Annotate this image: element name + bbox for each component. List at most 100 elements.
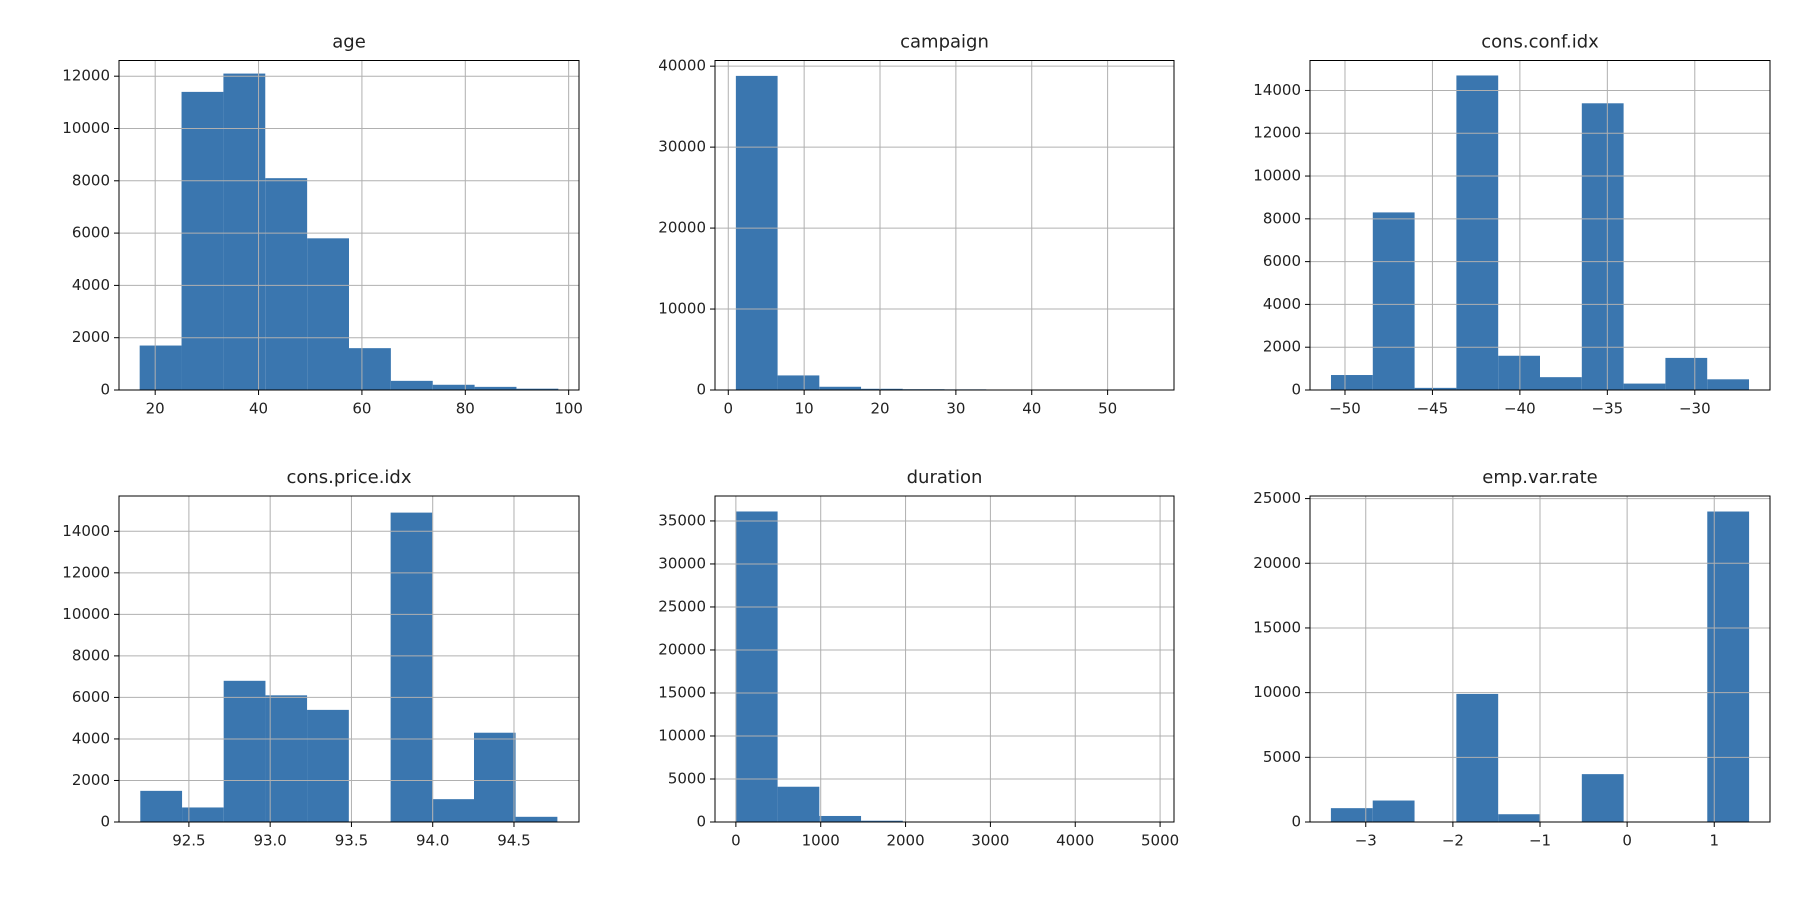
chart-title: campaign [900,32,989,53]
bar [139,345,182,390]
y-tick-label: 6000 [72,224,110,242]
x-tick-label: 5000 [1141,832,1179,850]
bar [1414,387,1457,390]
y-tick-label: 30000 [658,554,706,572]
y-tick-label: 0 [696,813,706,831]
bar [1372,212,1415,390]
y-tick-label: 20000 [1253,554,1301,572]
x-tick-label: 40 [249,400,268,418]
axes-frame [714,495,1175,823]
bar [1330,375,1373,390]
x-tick-label: 10 [795,400,814,418]
axes-frame [118,495,580,823]
x-tick-label: −50 [1329,400,1361,418]
y-tick-label: 12000 [62,563,110,581]
y-tick-label: 14000 [62,522,110,540]
y-tick-label: 14000 [1253,81,1301,99]
axes-frame [118,60,580,391]
x-tick-label: 20 [146,400,165,418]
y-tick-label: 2000 [72,771,110,789]
bar [1707,511,1750,822]
bar [515,816,558,822]
bar [181,91,224,390]
bar [390,380,433,390]
y-tick-label: 0 [696,381,706,399]
y-tick-label: 10000 [1253,167,1301,185]
x-tick-label: −1 [1529,832,1551,850]
y-tick-label: 5000 [668,769,706,787]
bar [735,511,778,822]
bar [861,388,903,390]
y-tick-label: 40000 [658,57,706,75]
y-tick-label: 35000 [658,511,706,529]
bar [1498,814,1540,822]
bar [390,512,433,822]
x-tick-label: 94.0 [416,832,449,850]
bar [474,386,517,390]
y-tick-label: 8000 [72,171,110,189]
y-tick-label: 6000 [1263,252,1301,270]
x-tick-label: −40 [1504,400,1536,418]
y-tick-label: 25000 [658,597,706,615]
x-tick-label: 60 [352,400,371,418]
bar [182,807,224,822]
x-tick-label: −45 [1417,400,1449,418]
chart-title: duration [907,467,983,488]
x-tick-label: 92.5 [172,832,205,850]
y-tick-label: 15000 [1253,618,1301,636]
x-tick-label: 100 [554,400,583,418]
bar [307,709,349,822]
x-tick-label: 1 [1709,832,1719,850]
y-tick-label: 10000 [62,605,110,623]
x-tick-label: 0 [1622,832,1632,850]
y-tick-label: 2000 [1263,338,1301,356]
bar [432,799,474,822]
chart-title: cons.conf.idx [1481,32,1599,53]
bar [432,384,475,390]
y-tick-label: 12000 [62,67,110,85]
y-tick-label: 8000 [1263,209,1301,227]
y-tick-label: 10000 [658,300,706,318]
axes-frame [1309,60,1771,391]
y-tick-label: 30000 [658,138,706,156]
bar [819,815,862,822]
chart-title: emp.var.rate [1482,467,1597,488]
y-tick-label: 10000 [658,726,706,744]
y-tick-label: 10000 [62,119,110,137]
bar [735,75,778,390]
x-tick-label: −2 [1442,832,1464,850]
x-tick-label: 94.5 [497,832,530,850]
bar [861,820,903,822]
x-tick-label: 80 [456,400,475,418]
x-tick-label: 93.5 [335,832,368,850]
x-tick-label: 30 [946,400,965,418]
bar [777,375,820,390]
bar [1498,355,1540,390]
bar [265,178,308,390]
y-tick-label: 2000 [72,328,110,346]
bar [223,680,266,822]
y-tick-label: 0 [100,813,110,831]
bar [1540,377,1582,390]
bar [516,388,559,390]
bar [307,238,349,390]
bar [1581,103,1624,390]
x-tick-label: 93.0 [253,832,286,850]
bar [473,732,516,822]
x-tick-label: 20 [870,400,889,418]
y-tick-label: 20000 [658,219,706,237]
y-tick-label: 25000 [1253,489,1301,507]
y-tick-label: 20000 [658,640,706,658]
bar [1707,379,1750,390]
y-tick-label: 4000 [1263,295,1301,313]
bar [349,348,391,390]
y-tick-label: 4000 [72,276,110,294]
axes-frame [1309,495,1771,823]
y-tick-label: 0 [1291,381,1301,399]
y-tick-label: 0 [1291,813,1301,831]
y-tick-label: 6000 [72,688,110,706]
bar [819,386,862,390]
x-tick-label: −35 [1592,400,1624,418]
bar [777,786,820,822]
y-tick-label: 0 [100,381,110,399]
